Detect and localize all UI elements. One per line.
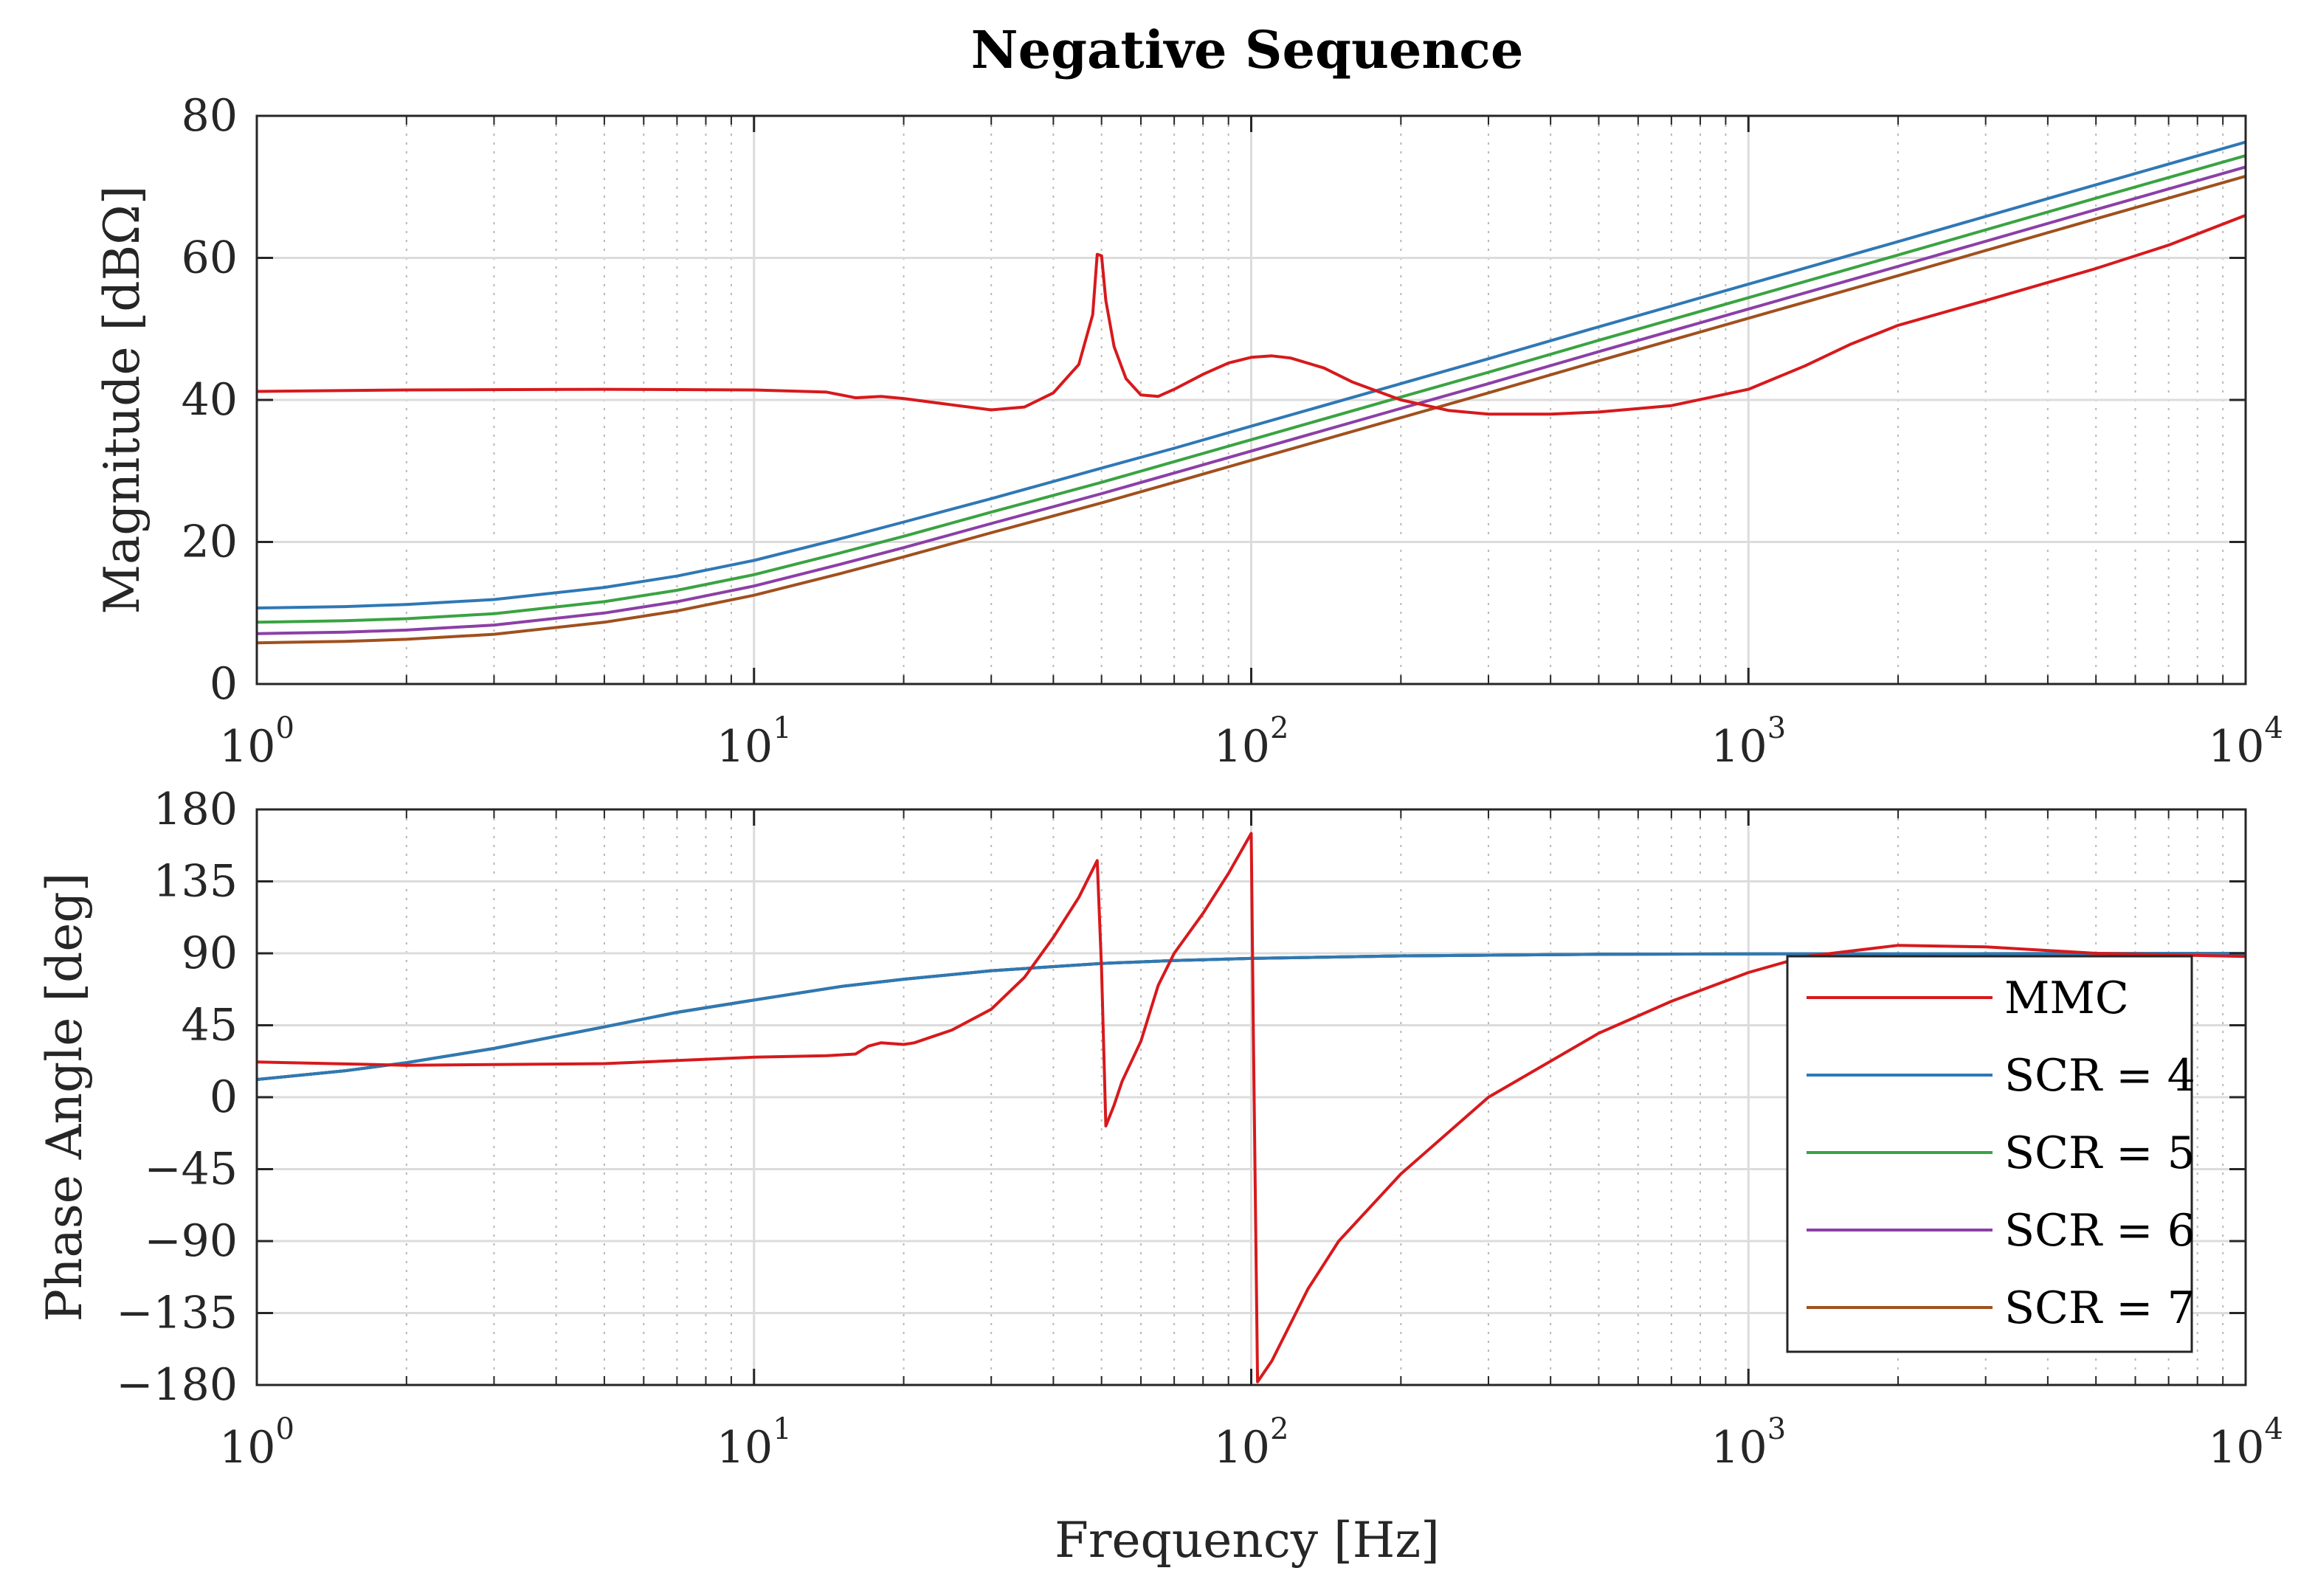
magnitude-x-tick-label: 100 [219,711,294,773]
magnitude-plot: 100 101 102 103 104 0 20 40 60 80 Magnitude [dBΩ] [94,90,2283,773]
phase-x-tick-label: 102 [1214,1412,1289,1474]
magnitude-x-tick-label: 101 [717,711,792,773]
magnitude-x-tick-label: 102 [1214,711,1289,773]
legend-label-mmc: MMC [2004,973,2129,1024]
phase-y-tick-label: −180 [116,1359,238,1411]
phase-y-tick-label: 0 [210,1071,238,1123]
phase-y-tick-label: 90 [182,927,238,979]
legend: MMC SCR = 4 SCR = 5 SCR = 6 SCR = 7 [1786,955,2195,1353]
magnitude-y-axis-label: Magnitude [dBΩ] [94,185,151,614]
phase-y-tick-label: −135 [116,1288,238,1339]
phase-series-scr-4 [257,952,2246,1081]
magnitude-y-tick-label: 80 [182,90,238,142]
magnitude-x-tick-label: 104 [2208,711,2283,773]
legend-label-scr-4: SCR = 4 [2004,1050,2195,1102]
phase-series [257,832,2246,1383]
phase-y-axis-label: Phase Angle [deg] [36,873,93,1322]
phase-y-tick-label: 135 [153,856,238,908]
magnitude-series-mmc [257,213,2246,416]
phase-y-tick-label: −45 [144,1144,238,1195]
magnitude-series-scr-6 [257,165,2246,635]
phase-y-tick-label: 45 [182,1000,238,1051]
phase-x-tick-label: 101 [717,1412,792,1474]
x-axis-label: Frequency [Hz] [1055,1512,1440,1569]
magnitude-y-tick-label: 60 [182,232,238,284]
magnitude-x-tick-label: 103 [1711,711,1786,773]
magnitude-y-tick-label: 40 [182,374,238,426]
legend-label-scr-7: SCR = 7 [2004,1282,2195,1334]
legend-label-scr-6: SCR = 6 [2004,1205,2195,1257]
chart-title: Negative Sequence [971,19,1524,80]
magnitude-series-scr-5 [257,153,2246,624]
magnitude-y-tick-label: 20 [182,517,238,568]
magnitude-y-tick-label: 0 [210,658,238,710]
magnitude-series [257,140,2246,645]
phase-x-tick-label: 103 [1711,1412,1786,1474]
magnitude-ticks: 100 101 102 103 104 0 20 40 60 80 [182,90,2283,773]
magnitude-series-scr-4 [257,140,2246,609]
legend-label-scr-5: SCR = 5 [2004,1127,2195,1179]
phase-ticks: 100 101 102 103 104 −180 −135 −90 −45 0 45 90 135 180 [116,784,2283,1474]
phase-x-tick-label: 104 [2208,1412,2283,1474]
phase-y-tick-label: −90 [144,1215,238,1267]
phase-x-tick-label: 100 [219,1412,294,1474]
phase-series-mmc [257,832,2246,1383]
magnitude-series-scr-7 [257,174,2246,645]
phase-y-tick-label: 180 [153,784,238,835]
